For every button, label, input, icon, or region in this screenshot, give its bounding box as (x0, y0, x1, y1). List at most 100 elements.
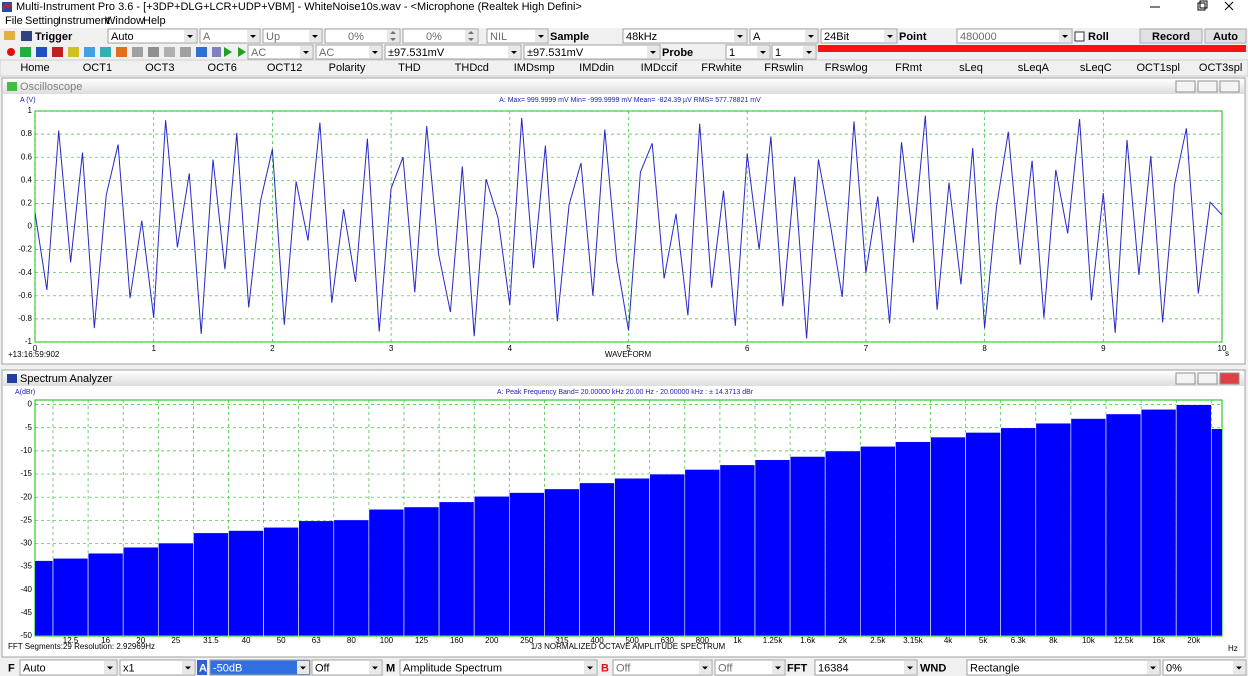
control-box[interactable] (820, 28, 898, 44)
panel-control[interactable] (1219, 372, 1240, 385)
window-controls[interactable] (1150, 0, 1234, 11)
menu-item[interactable]: File (5, 15, 23, 27)
control-box[interactable] (714, 659, 786, 676)
combo-value[interactable]: 48kHz (626, 31, 657, 43)
combo-value[interactable]: 0% (1166, 662, 1182, 674)
combo-value[interactable]: 24Bit (824, 31, 849, 43)
bar (719, 464, 756, 636)
tab[interactable]: THD (398, 62, 421, 74)
dropdown-arrow (907, 666, 913, 670)
control-box[interactable] (486, 28, 549, 44)
control-box[interactable] (523, 44, 661, 60)
combo-value[interactable]: ±97.531mV (527, 47, 584, 59)
combo-value[interactable]: Off (315, 662, 330, 674)
menu-item[interactable]: Help (143, 15, 166, 27)
button[interactable] (1139, 28, 1203, 44)
menu-item[interactable]: Window (105, 15, 144, 27)
combo-value[interactable]: Amplitude Spectrum (403, 662, 502, 674)
control-box[interactable] (749, 28, 819, 44)
control-box[interactable] (324, 28, 401, 44)
combo-value[interactable]: Up (266, 31, 280, 43)
button-label[interactable]: Auto (1213, 31, 1238, 43)
combo-value[interactable]: x1 (123, 662, 135, 674)
tab[interactable]: OCT3 (145, 62, 174, 74)
combo-value[interactable]: 1 (775, 47, 781, 59)
tab[interactable]: FRwhite (701, 62, 741, 74)
control-box[interactable] (315, 44, 383, 60)
control-box[interactable] (262, 28, 323, 44)
bar (438, 501, 475, 636)
tab[interactable]: FRswlin (764, 62, 803, 74)
tab[interactable]: FRswlog (825, 62, 868, 74)
menu-item[interactable]: Instrument (58, 15, 110, 27)
tab[interactable]: sLeq (959, 62, 983, 74)
control-box[interactable] (199, 28, 261, 44)
checkbox[interactable] (1074, 31, 1085, 42)
control-box[interactable] (119, 659, 196, 676)
panel-control[interactable] (1175, 80, 1196, 93)
control-box[interactable] (1162, 659, 1247, 676)
control-box[interactable] (399, 659, 598, 676)
menu-item[interactable]: Setting (25, 15, 59, 27)
combo-value[interactable]: Off (616, 662, 631, 674)
control-box[interactable] (19, 659, 118, 676)
control-box[interactable] (612, 659, 713, 676)
tab[interactable]: FRmt (895, 62, 922, 74)
toolbar-icons[interactable] (4, 31, 246, 57)
combo-value[interactable]: -50dB (213, 662, 242, 674)
tab[interactable]: IMDccif (641, 62, 679, 74)
tab[interactable]: OCT3spl (1199, 62, 1242, 74)
tab[interactable]: THDcd (455, 62, 489, 74)
panel-control[interactable] (1197, 372, 1218, 385)
tab[interactable]: Polarity (329, 62, 366, 74)
tab[interactable]: OCT12 (267, 62, 302, 74)
control-box[interactable] (814, 659, 918, 676)
tab[interactable]: sLeqA (1018, 62, 1050, 74)
control-box[interactable] (247, 44, 314, 60)
panel-icon (7, 82, 17, 91)
combo-value[interactable]: 480000 (960, 31, 997, 43)
combo-value[interactable]: NIL (490, 31, 507, 43)
button-label[interactable]: Record (1152, 31, 1190, 43)
combo-value[interactable]: Rectangle (970, 662, 1020, 674)
combo-value[interactable]: 1 (729, 47, 735, 59)
panel-title-bar (3, 79, 1244, 94)
control-box[interactable] (209, 659, 311, 676)
spin-value[interactable]: 0% (348, 31, 364, 43)
tab[interactable]: OCT1spl (1136, 62, 1179, 74)
tab[interactable]: Home (20, 62, 49, 74)
tab[interactable]: IMDsmp (514, 62, 555, 74)
x-tick-label: 630 (661, 636, 675, 645)
dropdown-arrow (1236, 666, 1242, 670)
checkbox-label[interactable]: Roll (1088, 31, 1109, 43)
combo-value[interactable]: 16384 (818, 662, 849, 674)
control-box[interactable] (622, 28, 748, 44)
combo-value[interactable]: A (203, 31, 211, 43)
combo-value[interactable]: Auto (111, 31, 134, 43)
combo-value[interactable]: Auto (23, 662, 46, 674)
panel-control[interactable] (1175, 372, 1196, 385)
combo-value[interactable]: AC (319, 47, 334, 59)
panel-control[interactable] (1197, 80, 1218, 93)
combo-value[interactable]: A (753, 31, 761, 43)
control-box[interactable] (311, 659, 383, 676)
control-box[interactable] (966, 659, 1161, 676)
panel-control[interactable] (1219, 80, 1240, 93)
x-tick-label: 400 (590, 636, 604, 645)
x-tick-label: 1k (733, 636, 742, 645)
bar (1175, 404, 1212, 636)
control-box[interactable] (956, 28, 1073, 44)
control-box[interactable] (402, 28, 479, 44)
control-box[interactable] (107, 28, 198, 44)
tab[interactable]: IMDdin (579, 62, 614, 74)
tab[interactable]: OCT6 (208, 62, 237, 74)
tab[interactable]: sLeqC (1080, 62, 1112, 74)
tab[interactable]: OCT1 (83, 62, 112, 74)
combo-value[interactable]: Off (718, 662, 733, 674)
spin-value[interactable]: 0% (426, 31, 442, 43)
button[interactable] (1204, 28, 1247, 44)
control-box[interactable] (384, 44, 522, 60)
combo-value[interactable]: ±97.531mV (388, 47, 445, 59)
combo-value[interactable]: AC (251, 47, 266, 59)
